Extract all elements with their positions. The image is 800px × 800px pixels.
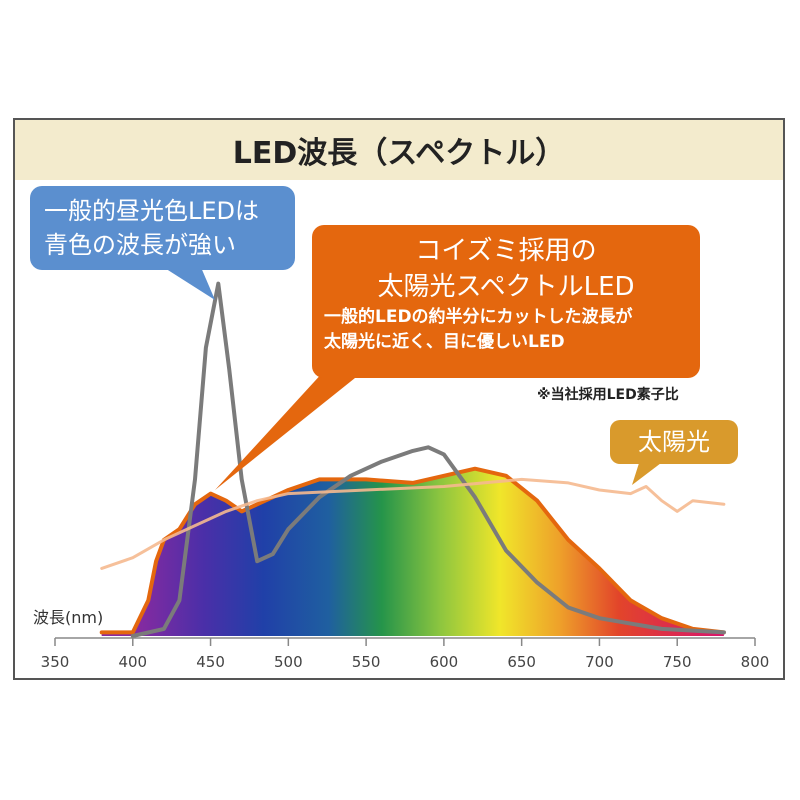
x-tick-label: 400 (118, 653, 147, 671)
x-tick-label: 650 (507, 653, 536, 671)
footnote: ※当社採用LED素子比 (537, 387, 679, 403)
x-axis-label: 波長(nm) (33, 608, 104, 627)
blue-callout-tail (160, 265, 215, 300)
x-tick-label: 700 (585, 653, 614, 671)
general-led-callout: 一般的昼光色LEDは 青色の波長が強い (30, 186, 295, 270)
x-tick-label: 550 (352, 653, 381, 671)
koizumi-led-callout: コイズミ採用の 太陽光スペクトルLED 一般的LEDの約半分にカットした波長が … (312, 225, 700, 378)
x-tick-label: 450 (196, 653, 225, 671)
x-tick-label: 600 (430, 653, 459, 671)
chart-title: LED波長（スペクトル） (15, 120, 783, 180)
koizumi-title-line-1: コイズミ採用の (415, 236, 597, 266)
x-tick-label: 350 (41, 653, 70, 671)
general_led-line (130, 281, 726, 638)
general-led-line-2: 青色の波長が強い (44, 231, 236, 259)
koizumi-desc-line-2: 太陽光に近く、目に優しいLED (324, 332, 565, 352)
sunlight-callout: 太陽光 (610, 420, 738, 464)
sun-callout-tail (632, 460, 665, 485)
x-tick-label: 800 (741, 653, 770, 671)
x-tick-label: 750 (663, 653, 692, 671)
koizumi-title-line-2: 太陽光スペクトルLED (377, 272, 635, 302)
koizumi_led-area (101, 468, 724, 636)
orange-callout-tail (215, 370, 365, 490)
x-tick-label: 500 (274, 653, 303, 671)
koizumi-desc-line-1: 一般的LEDの約半分にカットした波長が (324, 307, 633, 327)
general-led-line-1: 一般的昼光色LEDは (44, 197, 260, 225)
sunlight-line (100, 477, 726, 570)
